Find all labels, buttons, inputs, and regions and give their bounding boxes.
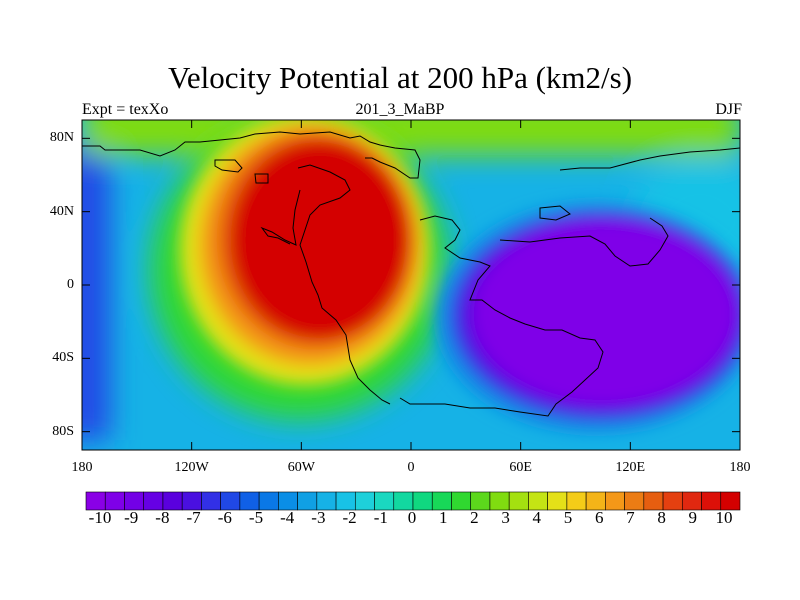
colorbar-label: 10 — [715, 508, 733, 527]
season-label: DJF — [715, 101, 742, 118]
colorbar-label: -5 — [248, 508, 264, 527]
continent-outline-coast — [260, 189, 301, 246]
colorbar-label: 8 — [657, 508, 666, 527]
colorbar-label: 2 — [470, 508, 479, 527]
field-neg-core — [473, 221, 737, 405]
colorbar-label: 6 — [594, 508, 604, 527]
y-tick-label: 0 — [67, 277, 74, 292]
colorbar-label: 1 — [438, 508, 448, 527]
colorbar-label: -3 — [311, 508, 326, 527]
colorbar-label: 9 — [688, 508, 698, 527]
continent-outline-africa — [399, 215, 604, 417]
colorbar-label: -9 — [124, 508, 139, 527]
island-outline — [254, 173, 269, 184]
colorbar-label: -6 — [217, 508, 232, 527]
x-tick-label: 60E — [509, 460, 532, 475]
colorbar-label: 7 — [626, 508, 635, 527]
colorbar-label: 3 — [501, 508, 510, 527]
colorbar-label: -2 — [342, 508, 357, 527]
colorbar-label: -4 — [280, 508, 295, 527]
y-tick-label: 40N — [49, 203, 74, 219]
continent-outline-asia — [499, 217, 669, 267]
colorbar-label: 0 — [407, 508, 417, 527]
greenland-outline — [214, 159, 243, 173]
experiment-label: Expt = texXo — [82, 101, 169, 118]
continent-outline-north — [82, 131, 421, 179]
continent-outline-east-arctic — [559, 147, 740, 171]
colorbar-label: -1 — [373, 508, 388, 527]
colorbar-label: -10 — [88, 508, 112, 527]
colorbar-label: 5 — [563, 508, 573, 527]
continent-outline-west — [297, 164, 391, 405]
y-tick-label: 80S — [52, 423, 74, 439]
y-tick-label: 80N — [49, 130, 74, 146]
case-label: 201_3_MaBP — [355, 101, 445, 118]
colorbar-box — [720, 491, 741, 511]
colorbar-label: 4 — [532, 508, 542, 527]
x-tick-label: 0 — [407, 460, 415, 475]
field-pos-core — [230, 140, 410, 340]
y-tick-label: 40S — [52, 350, 74, 366]
x-tick-label: 120E — [615, 460, 646, 475]
x-tick-label: 120W — [174, 460, 209, 475]
x-tick-label: 60W — [287, 460, 315, 475]
field-west-low — [82, 140, 110, 440]
x-tick-label: 180 — [729, 460, 751, 475]
chart-title: Velocity Potential at 200 hPa (km2/s) — [167, 60, 633, 95]
x-tick-label: 180 — [71, 460, 93, 475]
colorbar-label: -8 — [155, 508, 170, 527]
colorbar-label: -7 — [186, 508, 201, 527]
island-outline-2 — [539, 205, 571, 221]
